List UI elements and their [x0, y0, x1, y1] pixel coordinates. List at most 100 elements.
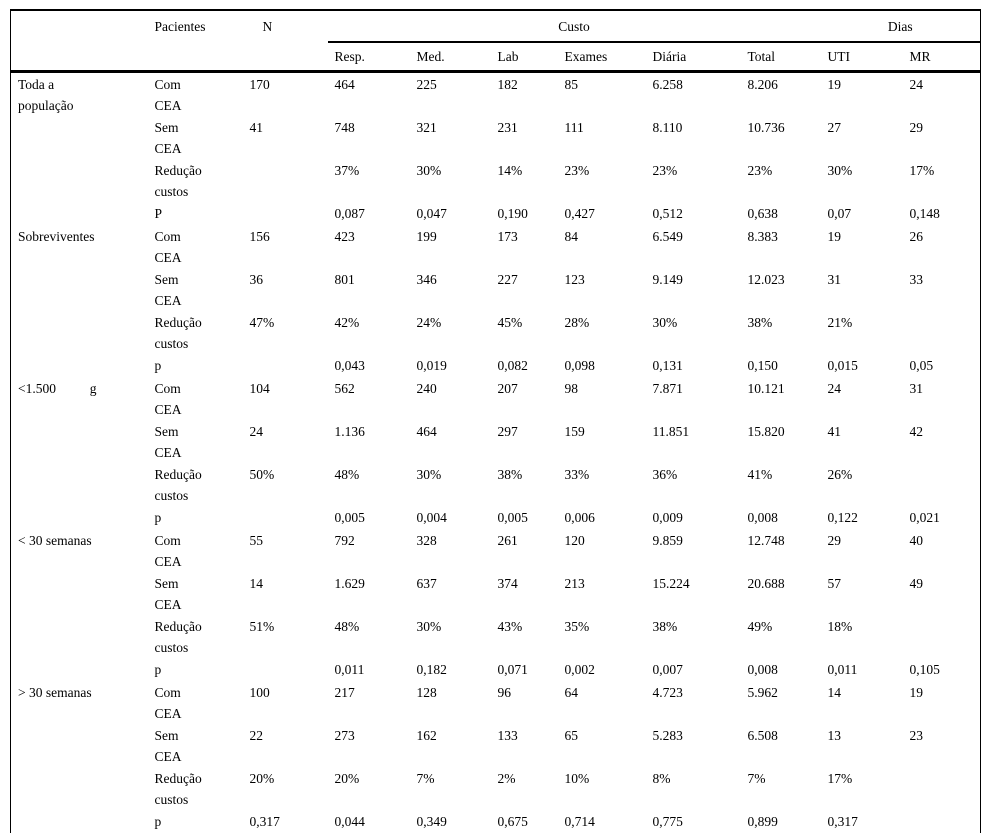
row-label: Sem CEA — [154, 120, 182, 156]
cost-table: Pacientes N Custo Dias Resp. Med. Lab Ex… — [10, 9, 982, 833]
cell-n: 41 — [249, 120, 264, 135]
cell-value: 346 — [416, 272, 437, 287]
row-group-label: < 30 semanas — [18, 533, 92, 548]
cell-value: 0,087 — [334, 206, 365, 221]
cell-value: 225 — [416, 77, 437, 92]
cell-value: 9.859 — [652, 533, 683, 548]
table-row: > 30 semanas Com CEA 100 217 128 96 64 4.723 5.9… — [11, 681, 981, 724]
table-row: Redução custos 37% 30% 14% 23% 23% 23% 30% 17% — [11, 159, 981, 202]
cell-value — [903, 463, 981, 506]
cell-value: 27 — [827, 120, 842, 135]
cell-value: 162 — [416, 728, 437, 743]
cell-value: 13 — [827, 728, 842, 743]
cell-value: 128 — [416, 685, 437, 700]
cell-value: 423 — [334, 229, 355, 244]
cell-value: 1.136 — [334, 424, 365, 439]
cell-value: 10% — [564, 771, 590, 786]
cell-value: 38% — [497, 467, 523, 482]
row-group-label — [11, 810, 148, 833]
cell-value: 30% — [416, 163, 442, 178]
cell-value: 0,005 — [334, 510, 365, 525]
cell-value: 2% — [497, 771, 516, 786]
cell-value: 42 — [909, 424, 924, 439]
col-header-resp: Resp. — [327, 42, 410, 73]
cell-value — [903, 767, 981, 810]
cell-value: 23% — [564, 163, 590, 178]
cell-value: 85 — [564, 77, 579, 92]
cell-value: 96 — [497, 685, 512, 700]
col-header-uti: UTI — [820, 42, 903, 73]
table-row: Toda a população Com CEA 170 464 225 182 85 6.2… — [11, 72, 981, 117]
cell-n — [243, 506, 328, 529]
cell-n — [243, 202, 328, 225]
subheader-empty-cell — [10, 42, 148, 73]
cell-value: 33% — [564, 467, 590, 482]
cell-n: 36 — [249, 272, 264, 287]
cell-value: 8.110 — [652, 120, 683, 135]
cell-value: 37% — [334, 163, 360, 178]
cell-value: 26 — [909, 229, 924, 244]
cell-value: 328 — [416, 533, 437, 548]
cell-value: 0,317 — [827, 814, 858, 829]
cell-value: 111 — [564, 120, 584, 135]
cell-value: 6.508 — [747, 728, 778, 743]
row-group-label: <1.500 g — [18, 381, 97, 396]
cell-value: 12.748 — [747, 533, 785, 548]
cell-n: 0,317 — [249, 814, 280, 829]
cell-value: 15.224 — [652, 576, 690, 591]
cell-value: 0,047 — [416, 206, 447, 221]
cell-value: 17% — [909, 163, 935, 178]
cell-value: 0,043 — [334, 358, 365, 373]
col-header-mr: MR — [902, 42, 981, 73]
cell-value — [903, 810, 981, 833]
row-label: p — [154, 662, 162, 677]
cell-value: 273 — [334, 728, 355, 743]
row-group-label — [11, 268, 148, 311]
cell-value: 48% — [334, 467, 360, 482]
table-row: Redução custos 51% 48% 30% 43% 35% 38% 49% 18% — [11, 615, 981, 658]
cell-value: 30% — [652, 315, 678, 330]
table-row: p 0,043 0,019 0,082 0,098 0,131 0,150 0,015 0,05 — [11, 354, 981, 377]
header-row-sub: Resp. Med. Lab Exames Diária Total UTI M… — [10, 42, 981, 73]
row-label: Sem CEA — [154, 272, 182, 308]
cell-value: 7% — [747, 771, 766, 786]
cell-value: 42% — [334, 315, 360, 330]
cell-value: 38% — [747, 315, 773, 330]
cell-value: 0,005 — [497, 510, 528, 525]
cell-value — [903, 311, 981, 354]
cell-value — [903, 615, 981, 658]
cell-value: 0,019 — [416, 358, 447, 373]
subheader-empty-cell — [242, 42, 328, 73]
cell-value: 18% — [827, 619, 853, 634]
col-group-dias: Dias — [820, 10, 981, 43]
cell-value: 0,190 — [497, 206, 528, 221]
cell-value: 21% — [827, 315, 853, 330]
cell-value: 792 — [334, 533, 355, 548]
table-row: Redução custos 20% 20% 7% 2% 10% 8% 7% 17% — [11, 767, 981, 810]
cell-value: 41 — [827, 424, 842, 439]
cell-value: 20% — [334, 771, 360, 786]
table-row: Sem CEA 41 748 321 231 111 8.110 10.736 27 29 — [11, 116, 981, 159]
cell-value: 35% — [564, 619, 590, 634]
cell-value: 36% — [652, 467, 678, 482]
cell-value: 0,714 — [564, 814, 595, 829]
table-row: Sem CEA 36 801 346 227 123 9.149 12.023 31 33 — [11, 268, 981, 311]
cell-value: 464 — [416, 424, 437, 439]
cell-value: 0,512 — [652, 206, 683, 221]
cell-n: 170 — [249, 77, 270, 92]
cell-value: 0,899 — [747, 814, 778, 829]
cell-value: 64 — [564, 685, 579, 700]
row-label: p — [154, 510, 162, 525]
header-row-groups: Pacientes N Custo Dias — [11, 10, 981, 43]
header-empty-cell — [11, 10, 148, 42]
cell-n: 55 — [249, 533, 264, 548]
cell-value: 29 — [909, 120, 924, 135]
cell-n: 51% — [249, 619, 275, 634]
cell-value: 0,082 — [497, 358, 528, 373]
cell-value: 0,122 — [827, 510, 858, 525]
cell-n: 24 — [249, 424, 264, 439]
cell-value: 0,008 — [747, 510, 778, 525]
cell-value: 6.549 — [652, 229, 683, 244]
table-header: Pacientes N Custo Dias Resp. Med. Lab Ex… — [10, 10, 981, 73]
